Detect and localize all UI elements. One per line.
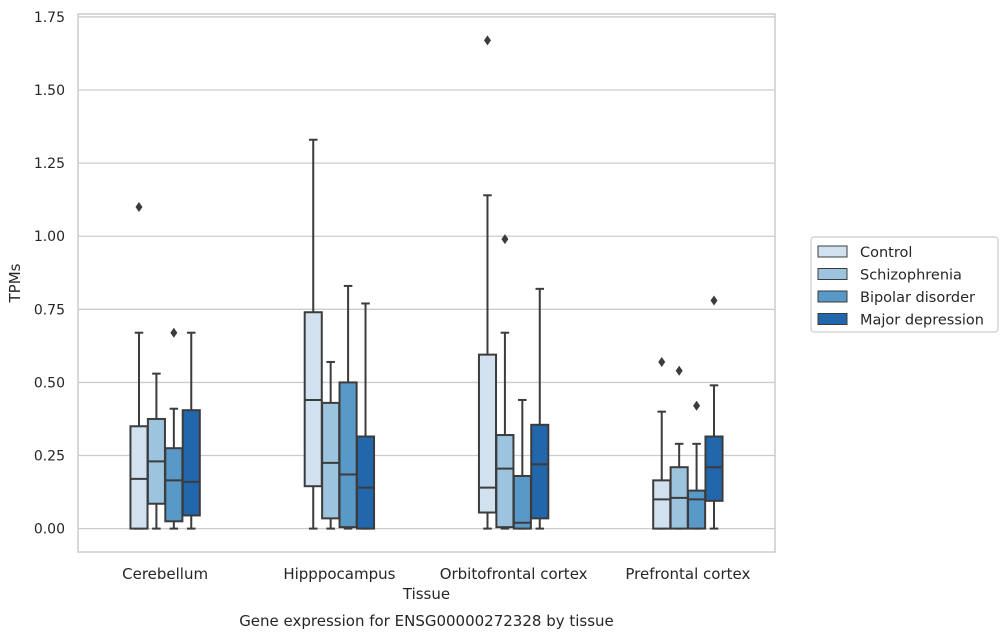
outlier-point <box>483 35 491 46</box>
legend-swatch <box>817 268 848 280</box>
x-tick-label: Orbitofrontal cortex <box>440 565 588 583</box>
outlier-point <box>501 234 509 245</box>
boxes <box>129 35 724 530</box>
x-axis-label: Tissue <box>402 585 450 603</box>
box-1-3 <box>355 302 376 530</box>
box-1-2 <box>338 284 358 530</box>
box-1-1 <box>321 360 341 530</box>
box-3-3 <box>704 295 724 530</box>
box-body <box>129 425 149 530</box>
box-body <box>164 447 184 523</box>
box-0-2 <box>164 327 184 530</box>
plot-area-frame <box>77 13 776 553</box>
outlier-point <box>135 201 143 212</box>
box-body <box>321 401 341 520</box>
box-body <box>530 423 550 520</box>
box-body <box>495 434 515 529</box>
x-tick-label: Cerebellum <box>122 565 208 583</box>
y-axis-label: TPMs <box>6 263 24 303</box>
box-2-2 <box>512 398 532 530</box>
y-tick-label: 0.00 <box>34 522 65 538</box>
legend-frame <box>810 236 999 333</box>
box-body <box>477 353 498 514</box>
outlier-point <box>675 365 683 376</box>
box-3-2 <box>687 400 707 530</box>
y-tick-label: 1.75 <box>34 10 65 26</box>
box-2-3 <box>530 287 550 530</box>
x-tick-label: Hipppocampus <box>283 565 395 583</box>
box-body <box>687 489 707 530</box>
box-body <box>181 409 201 517</box>
outlier-point <box>693 400 701 411</box>
x-axis-ticks: Cerebellum Hipppocampus Orbitofrontal cort… <box>122 565 750 583</box>
y-tick-label: 1.25 <box>34 156 65 172</box>
box-0-1 <box>146 372 166 530</box>
box-body <box>704 435 724 502</box>
legend-swatch <box>817 290 848 303</box>
legend-swatch <box>817 313 848 325</box>
box-3-1 <box>669 365 689 530</box>
y-tick-label: 0.25 <box>34 449 65 465</box>
outlier-point <box>170 327 178 338</box>
box-body <box>355 435 376 530</box>
outlier-point <box>658 356 666 367</box>
box-2-1 <box>495 234 515 530</box>
legend-label: Bipolar disorder <box>860 290 975 306</box>
y-tick-label: 0.50 <box>34 375 65 391</box>
box-0-3 <box>181 331 201 530</box>
box-body <box>652 479 672 530</box>
y-tick-label: 1.00 <box>34 229 65 245</box>
x-tick-label: Prefrontal cortex <box>625 565 750 583</box>
legend-label: Schizophrenia <box>860 268 962 284</box>
chart-title: Gene expression for ENSG00000272328 by t… <box>239 612 614 630</box>
box-1-0 <box>303 138 323 530</box>
y-axis-ticks: 0.00 0.25 0.50 0.75 1.00 1.25 1.50 1.75 <box>34 10 65 538</box>
y-tick-label: 1.50 <box>34 83 65 99</box>
box-body <box>512 474 532 530</box>
legend: Control Schizophrenia Bipolar disorder Majo… <box>810 236 999 333</box>
box-body <box>338 381 358 529</box>
outlier-point <box>710 295 718 306</box>
y-tick-label: 0.75 <box>34 302 65 318</box>
legend-label: Major depression <box>860 313 984 329</box>
legend-label: Control <box>860 245 912 261</box>
box-2-0 <box>477 35 498 530</box>
box-3-0 <box>652 356 672 530</box>
box-0-0 <box>129 201 149 530</box>
legend-swatch <box>817 245 848 258</box>
